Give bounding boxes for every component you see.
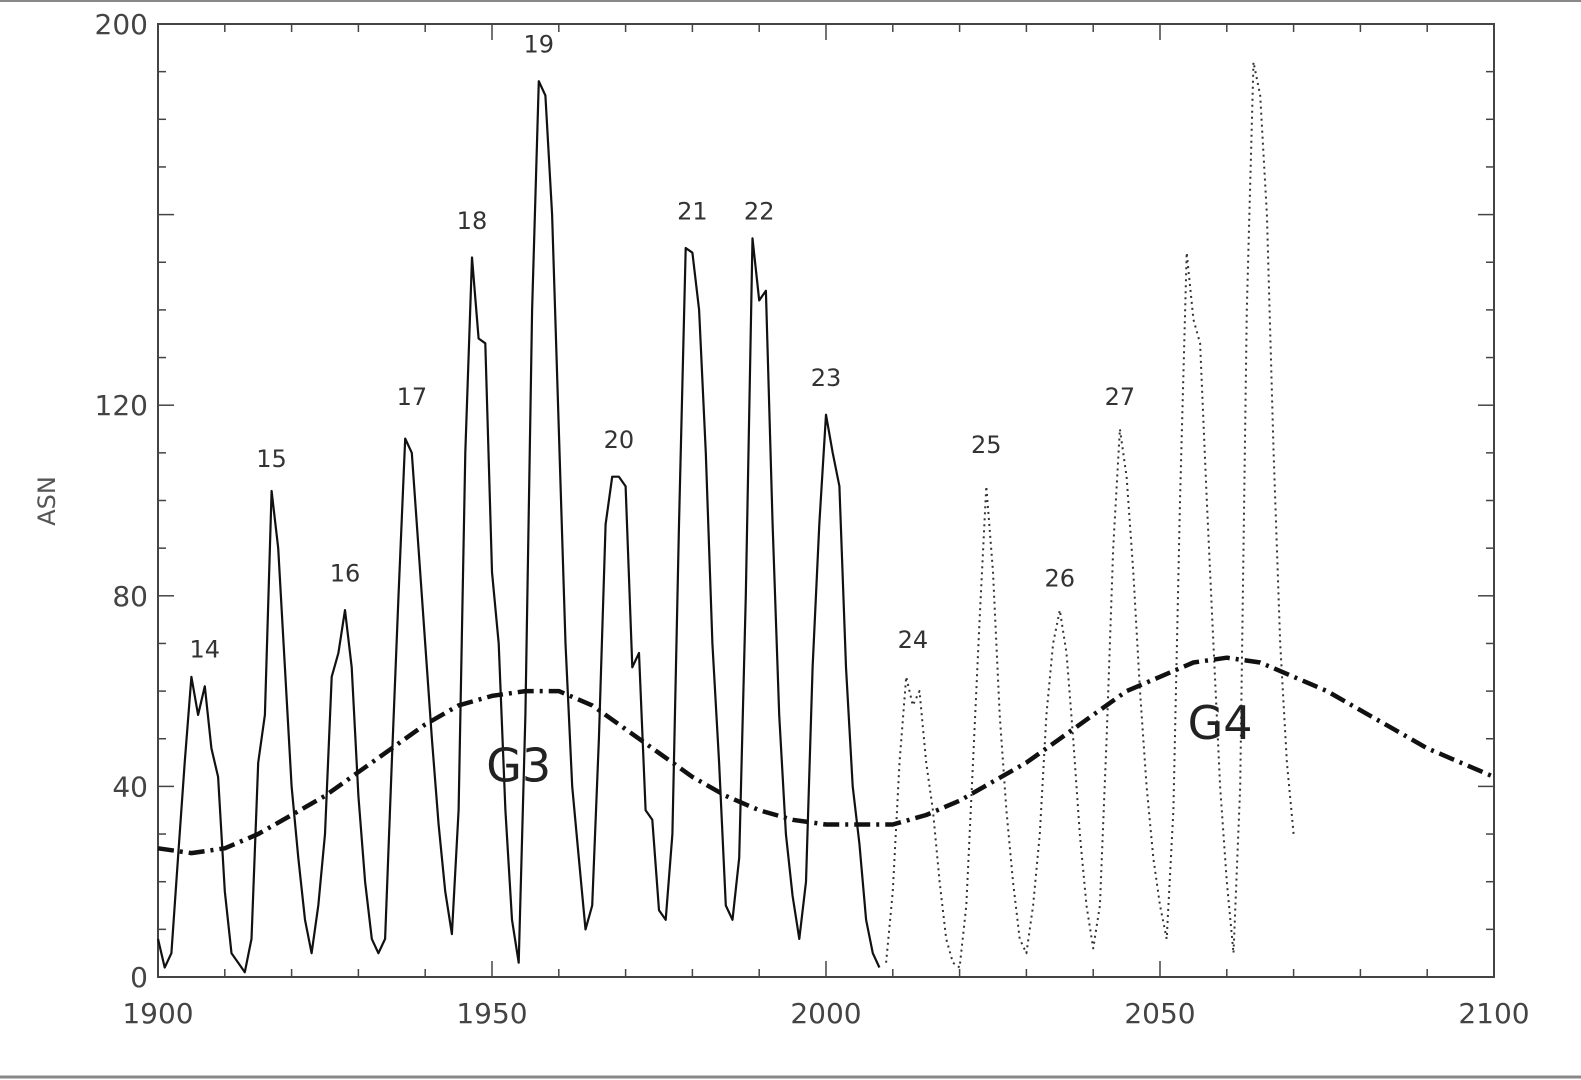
cycle-label-26: 26 (1045, 564, 1076, 592)
cycle-label-25: 25 (971, 431, 1002, 459)
x-tick-labels: 1900 1950 2000 2050 2100 (122, 997, 1529, 1030)
x-tick-label: 1900 (122, 997, 193, 1030)
cycle-label-21: 21 (677, 197, 708, 225)
cycle-label-17: 17 (397, 383, 428, 411)
x-tick-label: 2100 (1458, 997, 1529, 1030)
cycle-label-18: 18 (457, 207, 488, 235)
envelope-label-g4: G4 (1188, 696, 1253, 750)
x-tick-label: 2050 (1124, 997, 1195, 1030)
cycle-labels: 14 15 16 17 18 19 20 21 22 23 24 25 26 27 (189, 31, 1135, 664)
y-tick-label: 200 (95, 8, 148, 41)
x-tick-label: 2000 (790, 997, 861, 1030)
y-tick-label: 80 (112, 580, 148, 613)
x-tick-label: 1950 (456, 997, 527, 1030)
y-tick-label: 120 (95, 389, 148, 422)
axis-ticks (157, 23, 1495, 978)
cycle-label-15: 15 (256, 445, 287, 473)
cycle-label-14: 14 (189, 636, 220, 664)
y-tick-labels: 0 40 80 120 200 (95, 8, 148, 994)
y-tick-label: 0 (130, 961, 148, 994)
cycle-label-23: 23 (811, 364, 842, 392)
cycle-label-27: 27 (1105, 383, 1136, 411)
series-line-solid (156, 80, 881, 974)
envelope-labels: G3 G4 (486, 696, 1252, 793)
series-line-dash-dot (157, 655, 1495, 856)
cycle-label-24: 24 (898, 626, 929, 654)
cycle-label-16: 16 (330, 560, 361, 588)
cycle-label-22: 22 (744, 197, 775, 225)
envelope-label-g3: G3 (486, 739, 551, 793)
y-tick-label: 40 (112, 770, 148, 803)
y-axis-title: ASN (33, 476, 61, 526)
cycle-label-20: 20 (604, 426, 635, 454)
series-line-dotted (885, 61, 1295, 969)
cycle-label-19: 19 (523, 31, 554, 59)
series-layer (156, 61, 1495, 974)
